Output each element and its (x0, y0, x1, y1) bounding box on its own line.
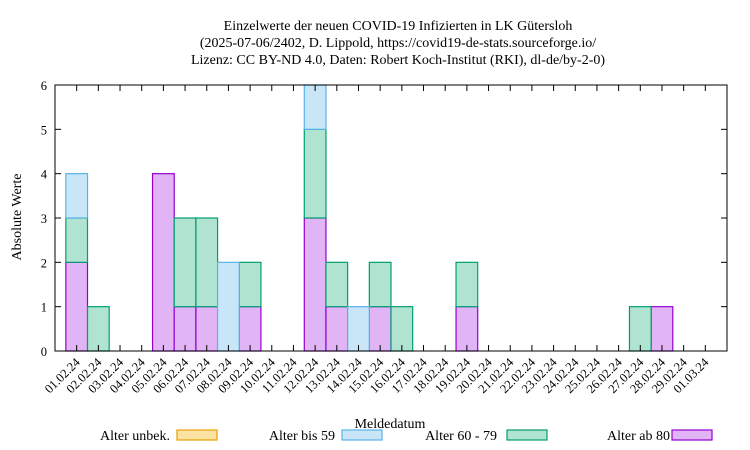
bar-alter-60-79-06.02.24 (173, 217, 197, 308)
bar-alter-60-79-01.02.24 (65, 217, 89, 263)
legend-label: Alter unbek. (100, 429, 170, 444)
bar-alter-bis-59-08.02.24 (216, 261, 240, 352)
bar-alter-60-79-12.02.24 (303, 128, 327, 219)
bar-alter-ab-80-09.02.24 (238, 306, 262, 352)
y-tick-label: 5 (41, 123, 47, 137)
bar-alter-60-79-07.02.24 (195, 217, 219, 308)
bars (65, 84, 674, 352)
chart-title-line-2: (2025-07-06/2402, D. Lippold, https://co… (200, 36, 596, 51)
legend: Alter unbek. Alter bis 59 Alter 60 - 79 Alt… (100, 429, 713, 444)
bar-alter-bis-59-01.02.24 (65, 173, 89, 219)
bar-alter-bis-59-12.02.24 (303, 84, 327, 130)
y-axis-label: Absolute Werte (10, 174, 25, 261)
chart-title-line-3: Lizenz: CC BY-ND 4.0, Daten: Robert Koch… (191, 53, 605, 68)
x-axis-label: Meldedatum (355, 417, 426, 432)
legend-label: Alter 60 - 79 (425, 429, 497, 444)
bar-alter-ab-80-15.02.24 (368, 306, 392, 352)
bar-alter-60-79-19.02.24 (455, 261, 479, 308)
bar-alter-ab-80-01.02.24 (65, 261, 89, 352)
bar-alter-ab-80-12.02.24 (303, 217, 327, 352)
y-tick-label: 0 (41, 345, 47, 359)
legend-swatch (506, 429, 548, 441)
bar-alter-bis-59-14.02.24 (347, 306, 370, 352)
legend-label: Alter ab 80 (607, 429, 670, 444)
bar-alter-60-79-16.02.24 (390, 306, 414, 352)
bar-alter-60-79-15.02.24 (368, 261, 392, 308)
bar-alter-ab-80-13.02.24 (325, 306, 349, 352)
y-tick-label: 4 (41, 168, 48, 182)
chart-title: Einzelwerte der neuen COVID-19 Infiziert… (191, 19, 605, 68)
y-tick-label: 3 (41, 212, 47, 226)
y-tick-label: 1 (41, 301, 47, 315)
legend-swatch (176, 429, 218, 441)
bar-alter-60-79-13.02.24 (325, 261, 349, 308)
legend-swatch (341, 429, 383, 441)
chart-title-line-1: Einzelwerte der neuen COVID-19 Infiziert… (224, 19, 573, 34)
bar-alter-ab-80-07.02.24 (195, 306, 219, 352)
legend-label: Alter bis 59 (269, 429, 335, 444)
legend-swatch (671, 429, 713, 441)
bar-alter-60-79-27.02.24 (628, 306, 652, 352)
bar-alter-ab-80-06.02.24 (173, 306, 197, 352)
bar-alter-60-79-02.02.24 (86, 306, 110, 352)
y-tick-label: 6 (41, 79, 47, 93)
bar-alter-ab-80-28.02.24 (650, 306, 674, 352)
y-tick-label: 2 (41, 256, 47, 270)
bar-alter-ab-80-05.02.24 (151, 173, 175, 352)
bar-alter-60-79-09.02.24 (238, 261, 262, 308)
bar-alter-ab-80-19.02.24 (455, 306, 479, 352)
